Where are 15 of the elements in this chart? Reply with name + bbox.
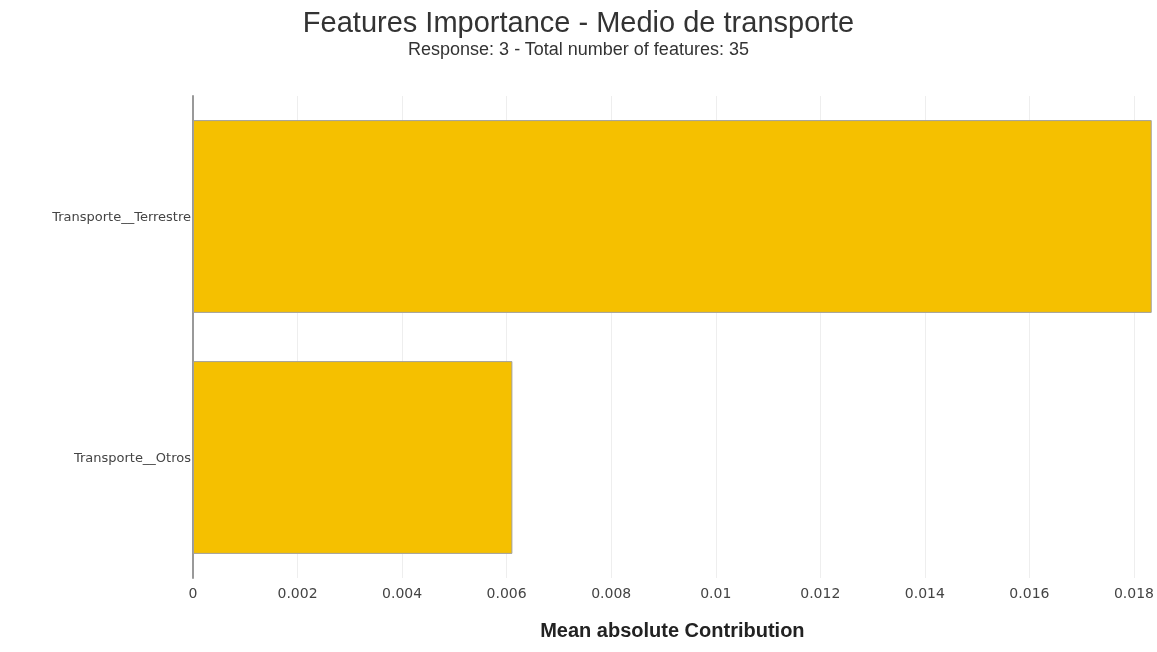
x-tick-label: 0.002 <box>277 585 318 601</box>
x-tick-label: 0.016 <box>1009 585 1050 601</box>
x-tick-label: 0.012 <box>800 585 841 601</box>
x-tick-label: 0.006 <box>486 585 527 601</box>
chart-title: Features Importance - Medio de transporte <box>302 5 855 38</box>
y-tick-label: Transporte__Otros <box>72 450 192 465</box>
x-tick-label: 0.01 <box>700 585 732 601</box>
x-tick-label: 0.014 <box>904 585 945 601</box>
y-tick-label: Transporte__Terrestre <box>51 209 191 224</box>
x-tick-label: 0 <box>188 585 198 601</box>
x-tick-label: 0.018 <box>1113 585 1155 601</box>
x-axis-title: Mean absolute Contribution <box>540 619 805 641</box>
chart-subtitle: Response: 3 - Total number of features: 35 <box>408 39 749 59</box>
x-tick-label: 0.008 <box>591 585 632 601</box>
x-tick-label: 0.004 <box>382 585 423 601</box>
